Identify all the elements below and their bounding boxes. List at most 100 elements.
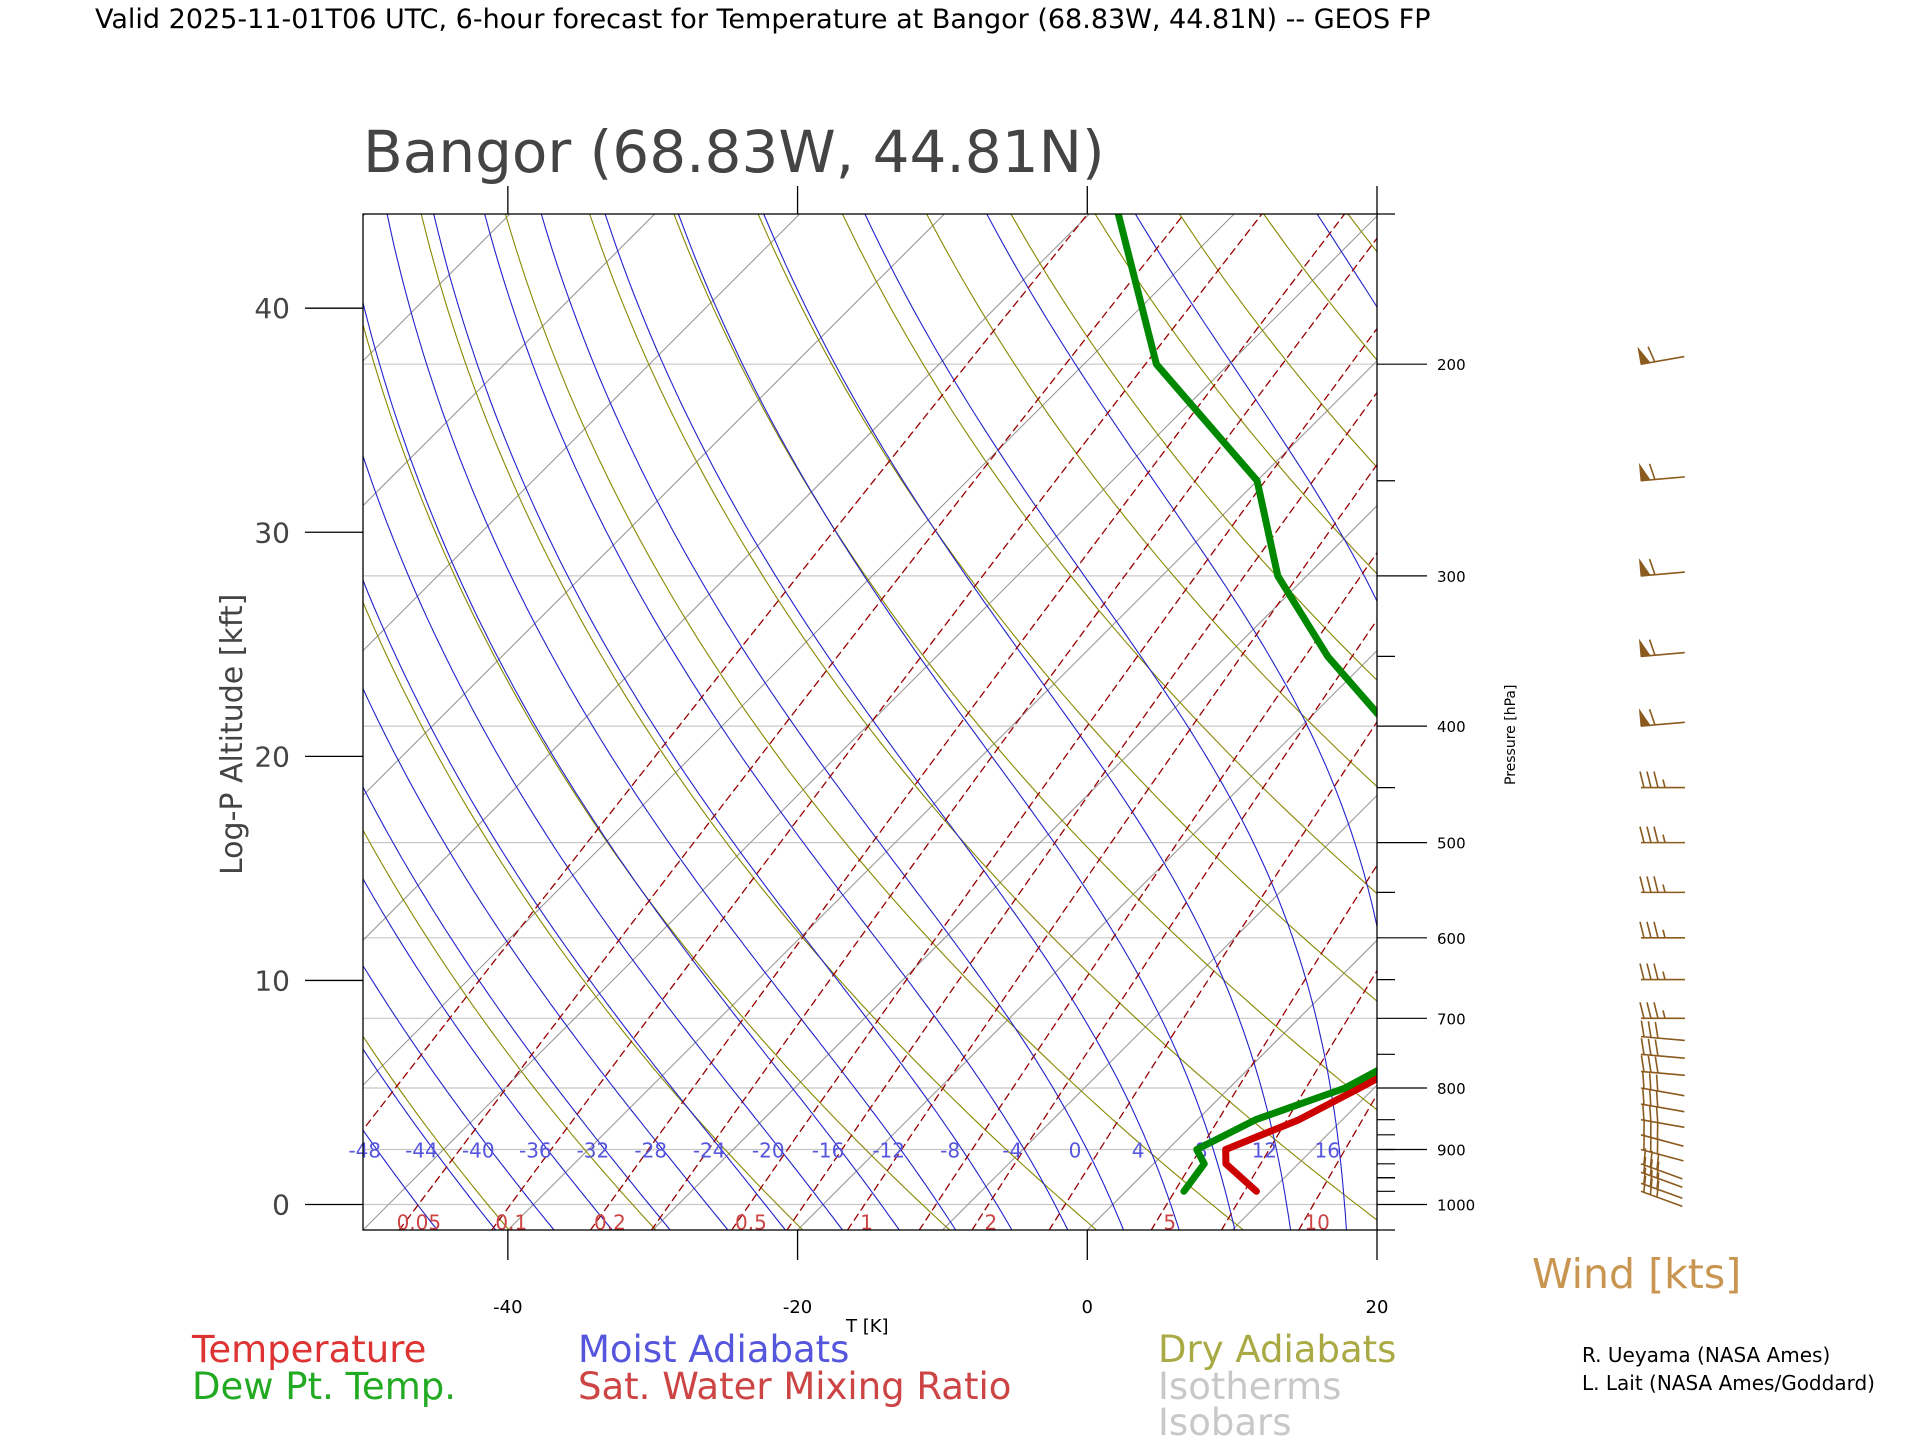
mixing-ratio-label: 5 xyxy=(1163,1210,1176,1234)
moist-adiabat-line xyxy=(363,687,729,1230)
legend-dewpoint: Dew Pt. Temp. xyxy=(192,1365,456,1408)
mixing-ratio-line xyxy=(1390,214,1920,1230)
legend-dry-adiabats: Dry Adiabats xyxy=(1158,1328,1396,1371)
legend-mixing-ratio: Sat. Water Mixing Ratio xyxy=(578,1365,1011,1408)
wind-barb-feather xyxy=(1646,1002,1652,1019)
isotherm-lines xyxy=(0,214,1920,1230)
wind-barb-feather xyxy=(1646,921,1652,939)
wind-barb xyxy=(1639,771,1685,789)
dewpoint-profile xyxy=(1114,214,1377,1195)
isobar-lines xyxy=(363,363,1377,1206)
x-axis-label: T [K] xyxy=(845,1316,889,1337)
mixing-ratio-line xyxy=(650,237,1377,1230)
wind-barb-feather xyxy=(1639,771,1645,788)
mixing-ratio-label: 10 xyxy=(1304,1210,1329,1234)
dry-adiabat-line xyxy=(1516,214,1920,1230)
x-tick-label: -40 xyxy=(493,1297,522,1318)
wind-barb-feather xyxy=(1653,876,1659,893)
dry-adiabat-line xyxy=(363,829,657,1230)
moist-adiabat-line xyxy=(363,964,555,1230)
isotherm-line xyxy=(0,214,220,1230)
wind-barb-feather xyxy=(1649,1150,1653,1168)
pressure-tick-label: 900 xyxy=(1437,1142,1466,1160)
wind-barb xyxy=(1639,826,1685,844)
wind-barb xyxy=(1640,1088,1685,1113)
wind-barb-staff xyxy=(1640,1182,1683,1200)
dry-adiabat-line xyxy=(926,214,1377,788)
moist-adiabat-label: -28 xyxy=(634,1139,667,1163)
moist-adiabat-line xyxy=(363,877,613,1230)
moist-adiabat-line xyxy=(763,214,1292,1230)
wind-barb-flag xyxy=(1638,462,1651,482)
moist-adiabat-lines xyxy=(363,214,1377,1230)
dry-adiabat-lines xyxy=(0,214,1920,1230)
moist-adiabat-label: 16 xyxy=(1315,1139,1340,1163)
wind-barb-staff xyxy=(1640,1087,1685,1097)
mixing-ratio-line xyxy=(786,391,1377,1230)
mixing-ratio-line xyxy=(1150,864,1377,1230)
mixing-ratio-line xyxy=(1048,720,1377,1230)
mixing-ratio-line xyxy=(1220,969,1377,1230)
wind-barb-feather xyxy=(1639,1002,1645,1019)
isotherm-line xyxy=(1086,939,1377,1230)
moist-adiabat-line xyxy=(386,214,957,1230)
dry-adiabat-line xyxy=(363,600,804,1230)
wind-barb-staff xyxy=(1640,1103,1685,1113)
wind-barb-half-feather xyxy=(1662,929,1666,939)
wind-barb-feather xyxy=(1646,963,1652,980)
moist-adiabat-label: 0 xyxy=(1069,1139,1082,1163)
credit-line-2: L. Lait (NASA Ames/Goddard) xyxy=(1582,1371,1875,1395)
wind-barb-feather xyxy=(1647,1021,1652,1038)
wind-barb-feather xyxy=(1648,709,1656,726)
dry-adiabat-line xyxy=(363,1035,510,1230)
isotherm-line xyxy=(1522,214,1920,1230)
pressure-tick-label: 700 xyxy=(1437,1010,1466,1028)
wind-barb-feather xyxy=(1655,1106,1659,1123)
pressure-tick-label: 300 xyxy=(1437,568,1466,586)
wind-barb-half-feather xyxy=(1662,779,1666,788)
wind-barb-feather xyxy=(1647,1055,1652,1073)
wind-barb-feather xyxy=(1648,558,1656,575)
dry-adiabat-line xyxy=(1178,214,1377,469)
mixing-ratio-label: 0.2 xyxy=(594,1210,626,1234)
moist-adiabat-label: -20 xyxy=(752,1139,785,1163)
wind-barb-staff xyxy=(1640,1118,1685,1129)
isotherm-line xyxy=(363,214,801,652)
isotherm-line xyxy=(1231,1084,1377,1230)
isotherm-line xyxy=(941,794,1377,1230)
wind-barb-staff xyxy=(1640,1134,1684,1147)
mixing-ratio-line xyxy=(589,214,1346,1230)
wind-barb xyxy=(1639,1002,1685,1020)
wind-barb-feather xyxy=(1639,826,1645,843)
moist-adiabat-line xyxy=(363,1048,497,1230)
mixing-ratio-line xyxy=(1457,214,1920,1230)
wind-barb-half-feather xyxy=(1662,971,1666,980)
wind-barb xyxy=(1640,1119,1684,1147)
altitude-tick-label: 0 xyxy=(272,1189,290,1222)
wind-barb xyxy=(1637,346,1685,365)
wind-barb-feather xyxy=(1653,963,1659,980)
isotherm-line xyxy=(363,214,945,797)
wind-barb-feather xyxy=(1654,1039,1659,1056)
wind-barb-flag xyxy=(1638,708,1651,727)
wind-barb-feather xyxy=(1649,1170,1653,1187)
wind-barb-staff xyxy=(1640,1171,1683,1189)
mixing-ratio-line xyxy=(846,463,1377,1230)
wind-barb-staff xyxy=(1640,1035,1685,1042)
wind-barb-feather xyxy=(1654,1056,1659,1074)
wind-barb-feather xyxy=(1653,921,1659,939)
profile-lines xyxy=(1114,214,1377,1195)
moist-adiabat-label: -12 xyxy=(872,1139,905,1163)
wind-barb-feather xyxy=(1648,463,1656,480)
wind-barb-feather xyxy=(1639,921,1645,939)
wind-barb xyxy=(1640,1055,1685,1077)
dry-adiabat-line xyxy=(504,214,1244,1230)
x-tick-label: 20 xyxy=(1366,1297,1389,1318)
moist-adiabat-line xyxy=(363,454,844,1230)
dry-adiabat-line xyxy=(363,322,951,1230)
wind-barb xyxy=(1640,1133,1684,1162)
wind-barb-feather xyxy=(1641,1103,1645,1121)
dry-adiabat-line xyxy=(0,214,362,1230)
wind-barb-feather xyxy=(1639,876,1645,893)
moist-adiabat-label: -40 xyxy=(462,1139,495,1163)
